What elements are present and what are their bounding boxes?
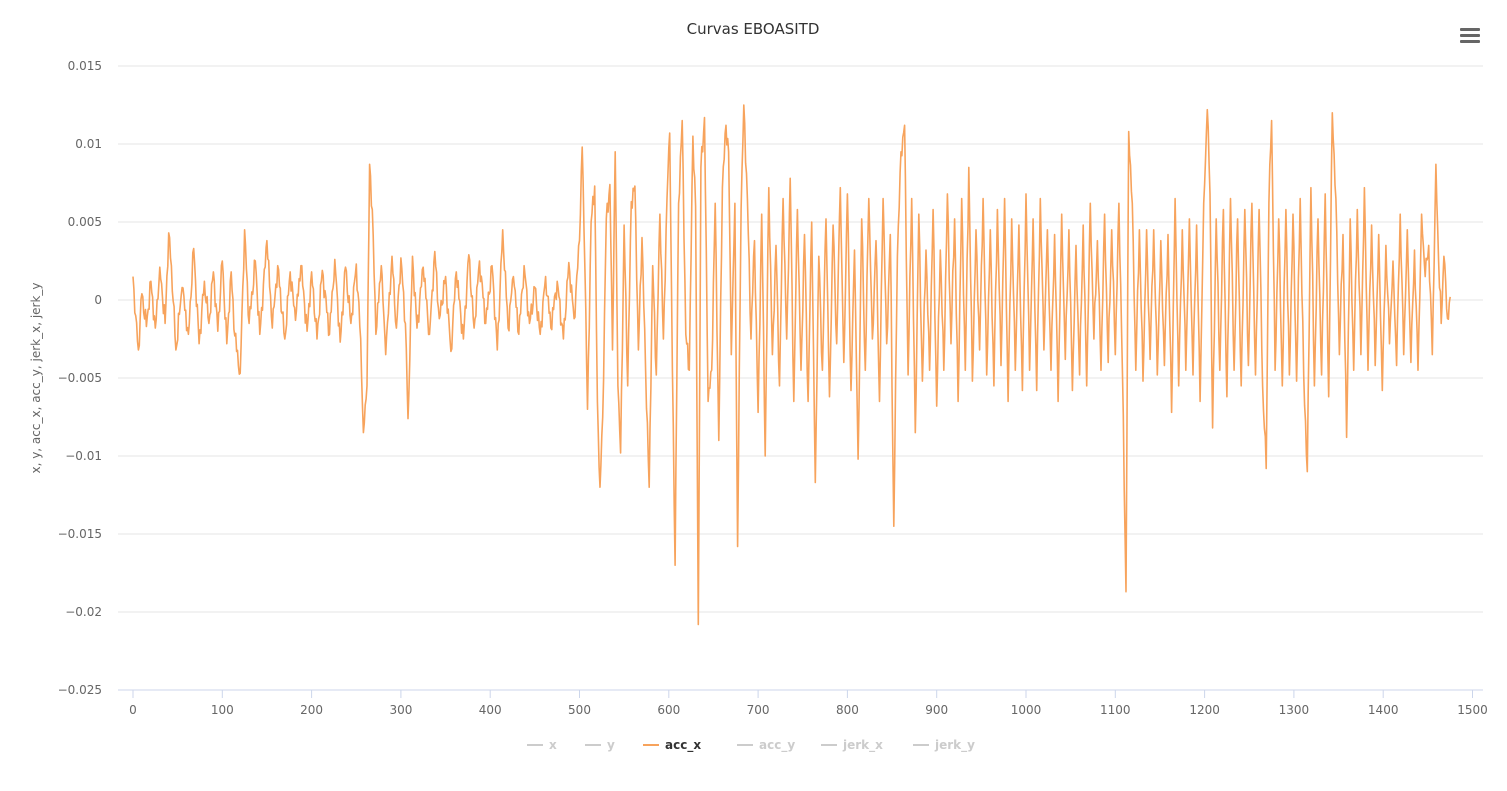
legend-label: jerk_y <box>934 738 975 753</box>
y-tick-label: 0.005 <box>68 215 102 229</box>
chart-title: Curvas EBOASITD <box>687 20 820 38</box>
x-tick-label: 1200 <box>1189 703 1220 717</box>
legend-label: x <box>549 738 557 752</box>
x-tick-label: 400 <box>479 703 502 717</box>
legend-label: jerk_x <box>842 738 883 753</box>
y-tick-label: −0.005 <box>58 371 102 385</box>
x-tick-label: 700 <box>747 703 770 717</box>
y-tick-label: −0.01 <box>65 449 102 463</box>
legend-label: acc_x <box>665 738 701 753</box>
x-tick-label: 500 <box>568 703 591 717</box>
x-tick-label: 600 <box>657 703 680 717</box>
hamburger-menu-icon <box>1460 28 1480 43</box>
y-axis-title: x, y, acc_x, acc_y, jerk_x, jerk_y <box>29 282 43 473</box>
x-tick-label: 800 <box>836 703 859 717</box>
x-tick-label: 1300 <box>1279 703 1310 717</box>
y-axis-ticks: 0.015 0.01 0.005 0 −0.005 −0.01 −0.015 −0.02 −0.… <box>58 59 102 697</box>
y-tick-label: 0.01 <box>75 137 102 151</box>
legend-item-jerk-y[interactable]: jerk_y <box>913 738 975 753</box>
y-tick-label: −0.02 <box>65 605 102 619</box>
x-tick-label: 1100 <box>1100 703 1131 717</box>
x-tick-label: 900 <box>925 703 948 717</box>
legend-label: y <box>607 738 615 752</box>
legend-item-y[interactable]: y <box>585 738 615 752</box>
legend-label: acc_y <box>759 738 795 753</box>
series-line-acc-x <box>132 104 1451 626</box>
x-tick-label: 1400 <box>1368 703 1399 717</box>
x-axis: 0 100 200 300 400 500 600 700 800 900 1000 1100 1200… <box>118 689 1488 717</box>
x-tick-label: 1500 <box>1457 703 1488 717</box>
y-tick-label: 0 <box>94 293 102 307</box>
x-tick-label: 300 <box>389 703 412 717</box>
series-area <box>132 104 1451 626</box>
grid-lines <box>118 65 1483 613</box>
x-tick-label: 200 <box>300 703 323 717</box>
x-tick-label: 100 <box>211 703 234 717</box>
x-tick-label: 0 <box>129 703 137 717</box>
y-tick-label: 0.015 <box>68 59 102 73</box>
legend: x y acc_x acc_y jerk_x jerk_y <box>527 738 975 753</box>
y-tick-label: −0.015 <box>58 527 102 541</box>
legend-item-jerk-x[interactable]: jerk_x <box>821 738 883 753</box>
legend-item-x[interactable]: x <box>527 738 557 752</box>
menu-button[interactable] <box>1455 22 1483 48</box>
legend-item-acc-y[interactable]: acc_y <box>737 738 795 753</box>
legend-item-acc-x[interactable]: acc_x <box>643 738 701 753</box>
x-tick-label: 1000 <box>1011 703 1042 717</box>
y-tick-label: −0.025 <box>58 683 102 697</box>
